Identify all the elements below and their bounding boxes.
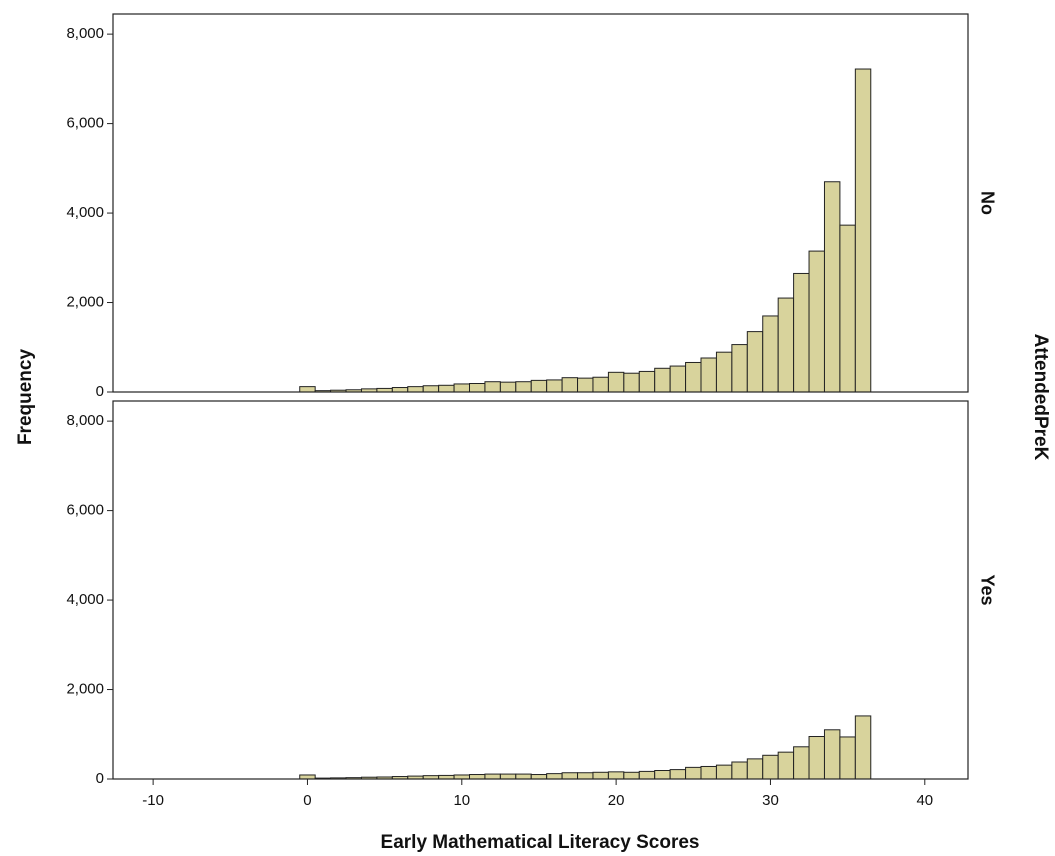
bar [854, 68, 872, 393]
bar [854, 715, 872, 780]
bar [577, 772, 594, 780]
y-tick-label: 6,000 [66, 502, 104, 519]
y-tick-label: 6,000 [66, 115, 104, 132]
bar [777, 751, 795, 780]
bar [762, 315, 779, 393]
y-tick-label: 0 [96, 770, 104, 787]
bar [453, 383, 471, 393]
bar [638, 770, 656, 780]
x-tick-label: -10 [142, 792, 164, 809]
bar [715, 764, 733, 780]
bar [715, 351, 733, 393]
x-tick-label: 0 [303, 792, 311, 809]
bar [561, 772, 579, 780]
bar [731, 761, 748, 780]
bar [607, 771, 625, 780]
y-tick-label: 4,000 [66, 204, 104, 221]
bar [299, 774, 316, 780]
bar [638, 370, 656, 393]
bar [484, 381, 501, 393]
bar [391, 387, 409, 393]
x-axis-title: Early Mathematical Literacy Scores [381, 832, 700, 853]
facet-title: AttendedPreK [1030, 334, 1051, 461]
bar [839, 736, 856, 780]
bar [746, 758, 764, 780]
bar [839, 224, 856, 393]
bar [499, 773, 517, 780]
bar [515, 773, 532, 780]
bar [808, 250, 825, 393]
bar [499, 381, 517, 393]
x-tick-label: 10 [453, 792, 470, 809]
bar [577, 377, 594, 393]
bar [823, 729, 841, 780]
bar [484, 773, 501, 780]
bar [623, 372, 640, 393]
bar [422, 385, 440, 393]
y-tick-label: 4,000 [66, 591, 104, 608]
bar [654, 367, 671, 393]
bar [546, 379, 563, 393]
bar [731, 344, 748, 393]
bar [546, 773, 563, 780]
bar [607, 371, 625, 393]
bar [669, 769, 687, 780]
bar [469, 383, 486, 393]
bar [685, 766, 702, 780]
x-tick-label: 30 [762, 792, 779, 809]
bar [654, 770, 671, 780]
bar [777, 297, 795, 393]
y-tick-label: 2,000 [66, 681, 104, 698]
bar [685, 361, 702, 393]
bar [746, 331, 764, 393]
bar [700, 765, 717, 780]
bar [823, 181, 841, 393]
bar [592, 771, 609, 780]
bar [407, 386, 424, 393]
bar [669, 365, 687, 393]
panel-label: No [977, 191, 997, 215]
y-tick-label: 2,000 [66, 294, 104, 311]
y-tick-label: 8,000 [66, 25, 104, 42]
y-tick-label: 0 [96, 383, 104, 400]
bar [592, 376, 609, 393]
bar [530, 379, 548, 393]
panel-frame [112, 13, 969, 393]
bar [438, 384, 455, 393]
bar [469, 774, 486, 780]
x-tick-label: 20 [608, 792, 625, 809]
bar [515, 381, 532, 393]
y-tick-label: 8,000 [66, 412, 104, 429]
y-axis-title: Frequency [15, 349, 36, 446]
bar [453, 774, 471, 780]
x-tick-label: 40 [916, 792, 933, 809]
bar [700, 357, 717, 393]
panel-label: Yes [977, 574, 997, 605]
panel-frame [112, 400, 969, 780]
bar [530, 774, 548, 780]
bar [762, 754, 779, 780]
bar [793, 746, 810, 780]
bar [623, 771, 640, 780]
bar [808, 736, 825, 780]
bar [299, 386, 316, 393]
bar [793, 272, 810, 393]
bar [561, 377, 579, 393]
